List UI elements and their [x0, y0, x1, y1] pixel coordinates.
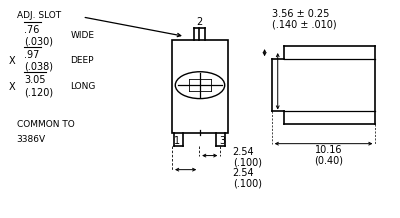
Text: (.120): (.120)	[24, 87, 53, 97]
Text: .97: .97	[24, 50, 39, 60]
Text: (.100): (.100)	[233, 158, 262, 168]
Text: DEEP: DEEP	[70, 56, 94, 65]
Text: ADJ. SLOT: ADJ. SLOT	[17, 11, 61, 20]
Text: (.140 ± .010): (.140 ± .010)	[272, 20, 336, 30]
Text: 2: 2	[196, 17, 202, 27]
Text: 3: 3	[220, 136, 226, 146]
Text: 2.54: 2.54	[233, 147, 254, 157]
Text: COMMON TO: COMMON TO	[17, 120, 74, 129]
Text: LONG: LONG	[70, 82, 96, 91]
Text: 3386V: 3386V	[17, 135, 46, 144]
Text: .76: .76	[24, 25, 39, 35]
Text: 10.16: 10.16	[315, 145, 342, 155]
Bar	[172, 40, 228, 133]
Text: 3.05: 3.05	[24, 75, 45, 85]
Text: (0.40): (0.40)	[314, 156, 343, 166]
Text: X: X	[9, 56, 15, 66]
Text: X: X	[9, 82, 15, 92]
Text: 3.56 ± 0.25: 3.56 ± 0.25	[272, 9, 329, 19]
Text: 2.54: 2.54	[233, 168, 254, 178]
Text: 1: 1	[174, 136, 180, 146]
Text: (.100): (.100)	[233, 178, 262, 188]
Text: WIDE: WIDE	[70, 31, 94, 40]
Text: (.030): (.030)	[24, 37, 53, 47]
Text: (.038): (.038)	[24, 62, 53, 72]
